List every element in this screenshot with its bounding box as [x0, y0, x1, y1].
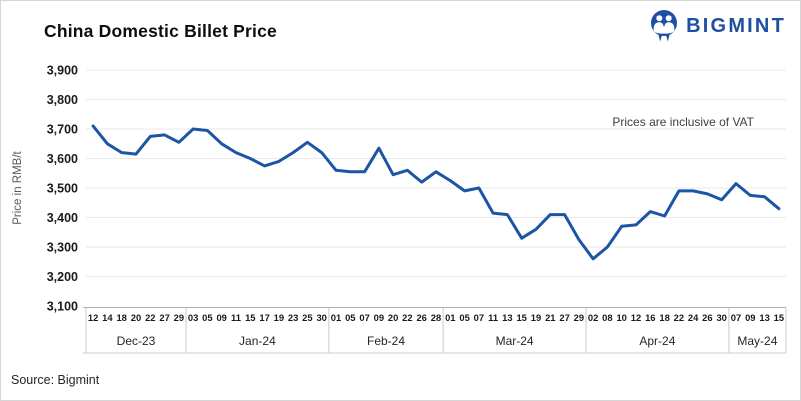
svg-text:Apr-24: Apr-24 — [639, 334, 675, 348]
svg-text:3,100: 3,100 — [47, 300, 78, 314]
svg-text:3,300: 3,300 — [47, 241, 78, 255]
svg-text:18: 18 — [659, 312, 669, 323]
svg-text:25: 25 — [302, 312, 312, 323]
svg-text:27: 27 — [159, 312, 169, 323]
svg-text:Price in RMB/t: Price in RMB/t — [12, 150, 24, 224]
svg-text:05: 05 — [459, 312, 469, 323]
svg-text:15: 15 — [516, 312, 526, 323]
svg-text:13: 13 — [502, 312, 512, 323]
svg-text:08: 08 — [602, 312, 612, 323]
svg-text:02: 02 — [588, 312, 598, 323]
svg-text:3,500: 3,500 — [47, 182, 78, 196]
svg-text:3,900: 3,900 — [47, 64, 78, 78]
svg-text:20: 20 — [131, 312, 141, 323]
svg-text:3,800: 3,800 — [47, 93, 78, 107]
svg-text:09: 09 — [745, 312, 755, 323]
svg-text:14: 14 — [102, 312, 113, 323]
svg-text:09: 09 — [374, 312, 384, 323]
svg-text:01: 01 — [445, 312, 455, 323]
svg-text:Dec-23: Dec-23 — [117, 334, 156, 348]
bigmint-logo-icon — [651, 10, 678, 42]
svg-text:07: 07 — [359, 312, 369, 323]
svg-text:18: 18 — [116, 312, 126, 323]
svg-text:3,700: 3,700 — [47, 123, 78, 137]
source-note: Source: Bigmint — [11, 373, 100, 387]
svg-text:19: 19 — [531, 312, 541, 323]
svg-text:22: 22 — [145, 312, 155, 323]
svg-text:11: 11 — [488, 312, 498, 323]
svg-text:23: 23 — [288, 312, 298, 323]
svg-text:13: 13 — [759, 312, 769, 323]
svg-text:Feb-24: Feb-24 — [367, 334, 405, 348]
svg-text:11: 11 — [231, 312, 241, 323]
svg-text:19: 19 — [274, 312, 284, 323]
svg-text:Jan-24: Jan-24 — [239, 334, 276, 348]
svg-text:26: 26 — [416, 312, 426, 323]
svg-text:22: 22 — [402, 312, 412, 323]
svg-text:3,600: 3,600 — [47, 152, 78, 166]
svg-text:07: 07 — [474, 312, 484, 323]
svg-text:21: 21 — [545, 312, 555, 323]
svg-text:01: 01 — [331, 312, 341, 323]
svg-text:22: 22 — [674, 312, 684, 323]
svg-text:10: 10 — [616, 312, 626, 323]
svg-text:17: 17 — [259, 312, 269, 323]
svg-text:26: 26 — [702, 312, 712, 323]
svg-text:3,400: 3,400 — [47, 211, 78, 225]
svg-text:12: 12 — [88, 312, 98, 323]
svg-text:15: 15 — [245, 312, 255, 323]
svg-text:28: 28 — [431, 312, 441, 323]
svg-text:3,200: 3,200 — [47, 270, 78, 284]
svg-text:27: 27 — [559, 312, 569, 323]
svg-text:03: 03 — [188, 312, 198, 323]
svg-text:Mar-24: Mar-24 — [496, 334, 534, 348]
svg-text:29: 29 — [174, 312, 184, 323]
svg-text:12: 12 — [631, 312, 641, 323]
svg-text:15: 15 — [774, 312, 784, 323]
svg-text:30: 30 — [716, 312, 726, 323]
bigmint-logo: BIGMINT — [649, 9, 786, 43]
svg-text:May-24: May-24 — [737, 334, 777, 348]
svg-text:05: 05 — [202, 312, 212, 323]
svg-text:09: 09 — [216, 312, 226, 323]
svg-text:24: 24 — [688, 312, 699, 323]
svg-text:20: 20 — [388, 312, 398, 323]
svg-text:07: 07 — [731, 312, 741, 323]
svg-text:05: 05 — [345, 312, 355, 323]
page-title: China Domestic Billet Price — [44, 21, 277, 41]
svg-text:30: 30 — [316, 312, 326, 323]
svg-text:29: 29 — [574, 312, 584, 323]
bigmint-logo-text: BIGMINT — [686, 14, 786, 37]
vat-annotation: Prices are inclusive of VAT — [612, 115, 754, 129]
svg-text:16: 16 — [645, 312, 655, 323]
